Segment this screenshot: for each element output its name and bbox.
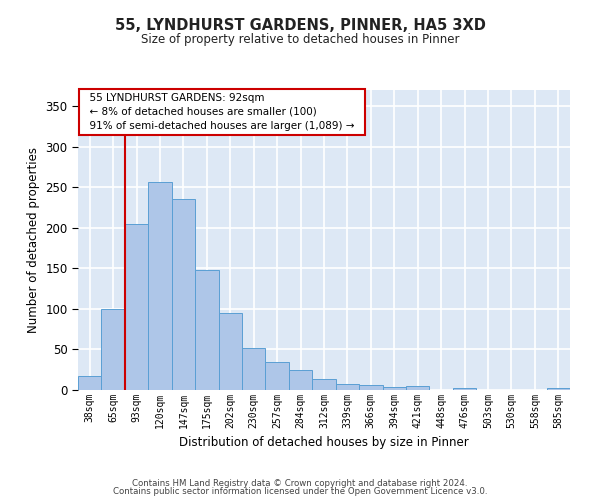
Bar — [547, 388, 570, 390]
Bar — [453, 388, 476, 390]
Bar — [172, 200, 195, 390]
Bar — [265, 362, 289, 390]
Bar — [125, 224, 148, 390]
Text: 55 LYNDHURST GARDENS: 92sqm  
  ← 8% of detached houses are smaller (100)  
  91: 55 LYNDHURST GARDENS: 92sqm ← 8% of deta… — [83, 93, 361, 131]
Bar — [101, 309, 125, 390]
Bar — [195, 270, 218, 390]
Bar — [336, 384, 359, 390]
Text: Size of property relative to detached houses in Pinner: Size of property relative to detached ho… — [141, 32, 459, 46]
Text: Contains public sector information licensed under the Open Government Licence v3: Contains public sector information licen… — [113, 487, 487, 496]
Bar — [289, 370, 312, 390]
Bar — [218, 313, 242, 390]
Bar — [242, 348, 265, 390]
Bar — [312, 380, 336, 390]
Bar — [78, 376, 101, 390]
X-axis label: Distribution of detached houses by size in Pinner: Distribution of detached houses by size … — [179, 436, 469, 450]
Bar — [148, 182, 172, 390]
Text: Contains HM Land Registry data © Crown copyright and database right 2024.: Contains HM Land Registry data © Crown c… — [132, 478, 468, 488]
Bar — [359, 385, 383, 390]
Text: 55, LYNDHURST GARDENS, PINNER, HA5 3XD: 55, LYNDHURST GARDENS, PINNER, HA5 3XD — [115, 18, 485, 32]
Bar — [406, 386, 430, 390]
Y-axis label: Number of detached properties: Number of detached properties — [27, 147, 40, 333]
Bar — [383, 387, 406, 390]
